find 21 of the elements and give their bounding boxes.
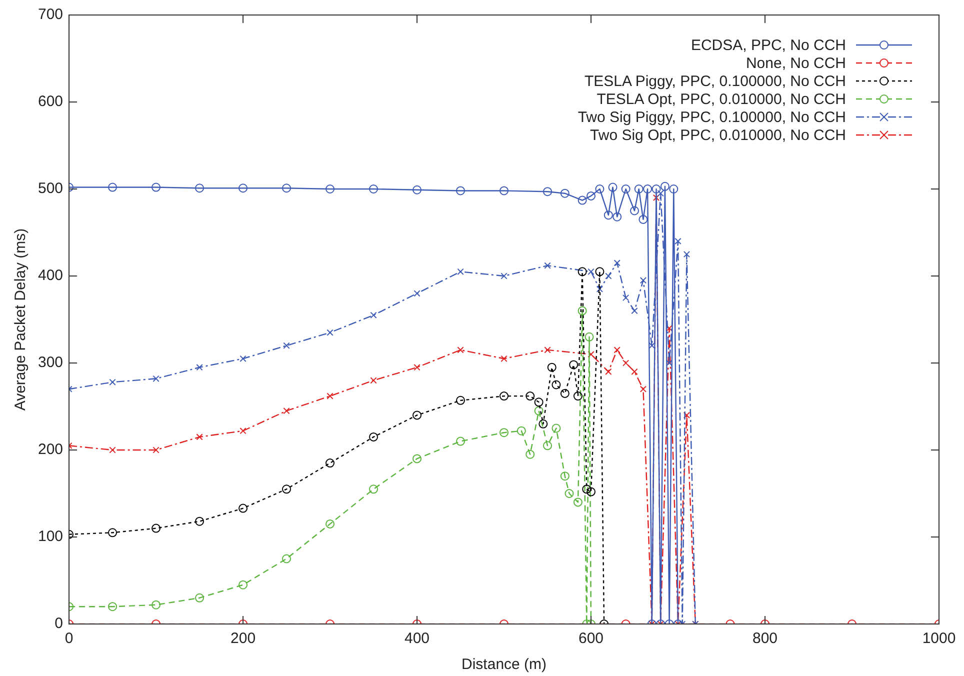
legend-label: Two Sig Opt, PPC, 0.010000, No CCH bbox=[590, 126, 846, 144]
legend-label: ECDSA, PPC, No CCH bbox=[690, 36, 846, 54]
x-tick-label: 600 bbox=[578, 630, 604, 648]
y-tick-label: 600 bbox=[38, 93, 64, 110]
y-tick-label: 400 bbox=[38, 267, 64, 284]
x-tick-label: 1000 bbox=[922, 630, 956, 648]
y-tick-label: 300 bbox=[38, 354, 64, 372]
y-tick-label: 200 bbox=[38, 441, 64, 458]
y-axis-title: Average Packet Delay (ms) bbox=[12, 228, 30, 411]
x-axis-title: Distance (m) bbox=[462, 656, 547, 674]
y-tick-label: 700 bbox=[38, 6, 64, 24]
y-tick-label: 100 bbox=[38, 528, 64, 546]
y-tick-label: 500 bbox=[38, 180, 64, 198]
legend-label: Two Sig Piggy, PPC, 0.100000, No CCH bbox=[578, 108, 846, 126]
x-tick-label: 400 bbox=[404, 630, 430, 648]
legend-label: None, No CCH bbox=[746, 54, 846, 72]
legend-label: TESLA Opt, PPC, 0.010000, No CCH bbox=[596, 90, 846, 108]
legend-label: TESLA Piggy, PPC, 0.100000, No CCH bbox=[584, 72, 846, 90]
x-tick-label: 800 bbox=[752, 630, 778, 648]
y-tick-label: 0 bbox=[54, 615, 64, 632]
x-tick-label: 200 bbox=[230, 630, 256, 648]
